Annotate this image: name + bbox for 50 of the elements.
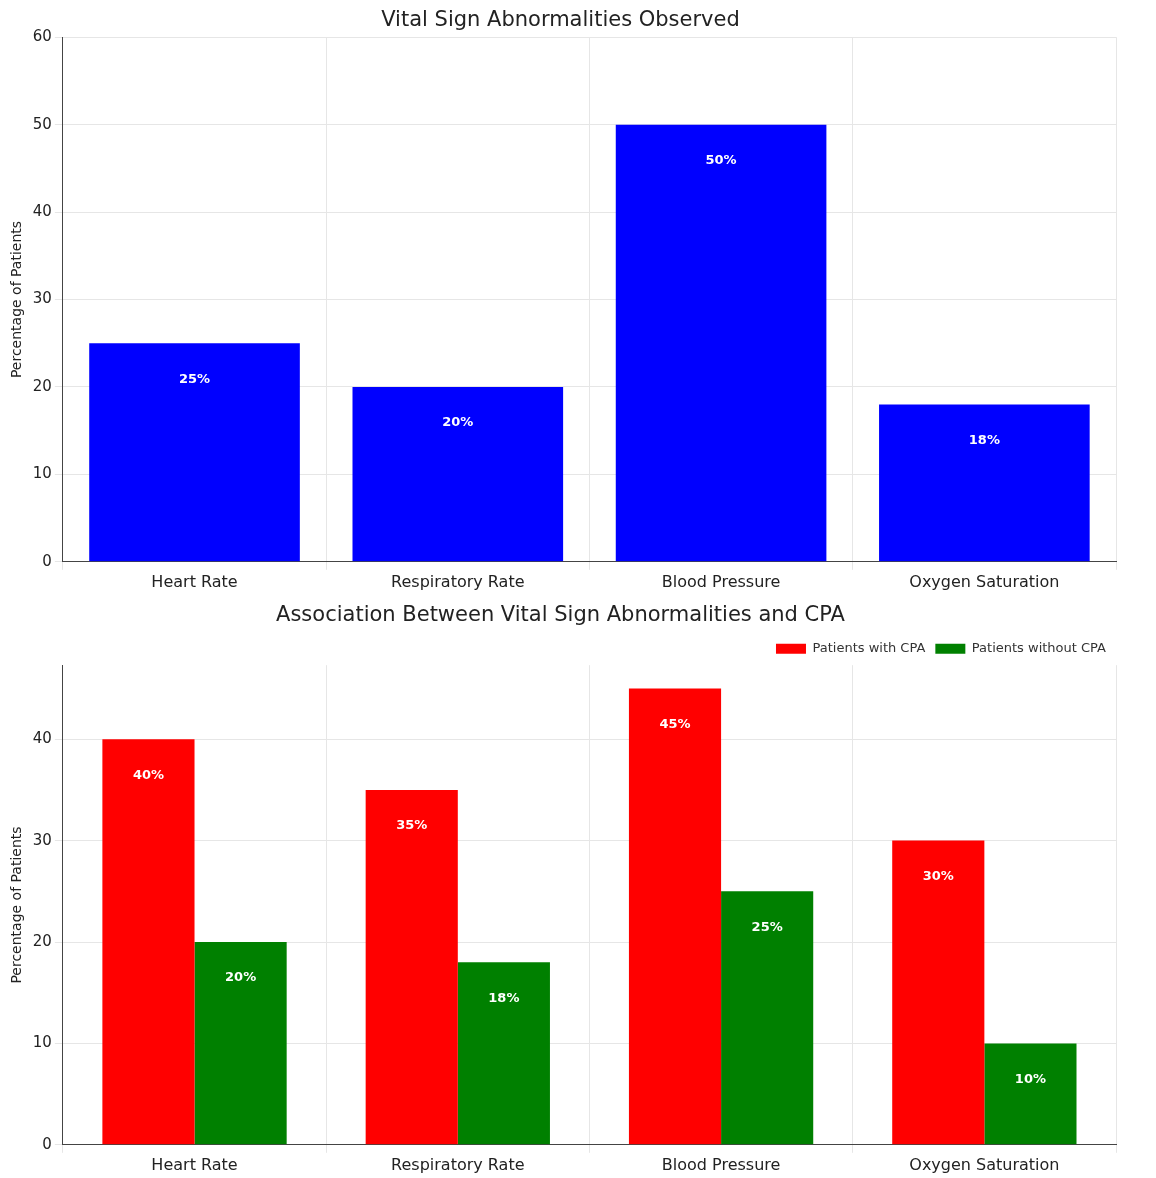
data-label: 18% — [488, 989, 520, 1005]
data-label: 40% — [132, 766, 165, 782]
data-label: 20% — [442, 414, 474, 430]
x-tick-label: Blood Pressure — [661, 571, 781, 591]
x-tick-label: Heart Rate — [151, 571, 238, 591]
chart-title: Vital Sign Abnormalities Observed — [381, 7, 740, 32]
bar — [102, 739, 195, 1145]
bar — [352, 386, 564, 562]
bar — [628, 688, 722, 1145]
y-axis-title: Percentage of Patients — [8, 826, 25, 984]
bar — [984, 1043, 1077, 1145]
y-tick-label: 10 — [32, 464, 52, 483]
bar — [615, 124, 827, 562]
y-tick-label: 10 — [32, 1033, 52, 1052]
data-label: 20% — [225, 969, 257, 985]
y-tick-label: 30 — [32, 289, 52, 308]
legend-label: Patients without CPA — [971, 640, 1107, 656]
y-tick-label: 0 — [42, 1134, 52, 1153]
bar — [721, 891, 814, 1145]
bar — [89, 343, 300, 562]
chart-title: Association Between Vital Sign Abnormalities and CPA — [276, 602, 846, 627]
y-tick-label: 40 — [32, 201, 52, 220]
y-tick-label: 20 — [32, 376, 52, 395]
data-label: 25% — [751, 918, 783, 934]
y-tick-label: 40 — [32, 729, 52, 748]
data-label: 30% — [922, 867, 954, 883]
y-tick-label: 0 — [42, 551, 52, 570]
data-label: 25% — [178, 370, 211, 386]
data-label: 35% — [396, 817, 428, 833]
data-label: 50% — [705, 152, 737, 168]
bar — [892, 840, 985, 1145]
y-tick-label: 20 — [32, 931, 52, 950]
legend-label: Patients with CPA — [812, 640, 926, 656]
y-tick-label: 50 — [32, 114, 52, 133]
y-tick-label: 30 — [32, 830, 52, 849]
x-tick-label: Respiratory Rate — [391, 1154, 525, 1174]
y-axis-title: Percentage of Patients — [8, 220, 25, 379]
x-tick-label: Heart Rate — [151, 1154, 238, 1174]
x-tick-label: Oxygen Saturation — [909, 1154, 1060, 1174]
bar — [457, 962, 550, 1145]
bar — [194, 942, 287, 1145]
bar — [365, 789, 458, 1145]
x-tick-label: Respiratory Rate — [391, 571, 525, 591]
data-label: 18% — [968, 431, 1000, 447]
x-tick-label: Oxygen Saturation — [909, 571, 1060, 591]
bar — [879, 404, 1090, 562]
y-tick-label: 60 — [32, 27, 52, 46]
data-label: 10% — [1014, 1070, 1046, 1086]
x-tick-label: Blood Pressure — [661, 1154, 781, 1174]
data-label: 45% — [659, 715, 691, 731]
